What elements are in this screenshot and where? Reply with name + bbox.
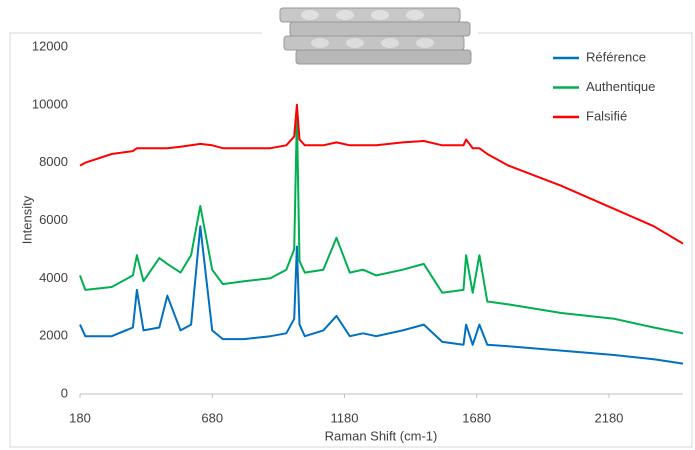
y-axis-title: Intensity bbox=[19, 195, 34, 244]
series-line bbox=[79, 225, 684, 365]
x-axis-title: Raman Shift (cm-1) bbox=[325, 428, 438, 443]
series-line bbox=[79, 103, 684, 245]
y-tick-label: 4000 bbox=[39, 270, 68, 285]
y-tick-label: 6000 bbox=[39, 212, 68, 227]
legend-label: Référence bbox=[586, 49, 646, 64]
y-tick-label: 8000 bbox=[39, 154, 68, 169]
x-tick-label: 680 bbox=[201, 410, 223, 425]
series-line bbox=[79, 115, 684, 335]
legend-label: Falsifié bbox=[586, 108, 627, 123]
x-tick-label: 1680 bbox=[462, 410, 491, 425]
x-tick-label: 1180 bbox=[330, 410, 358, 425]
y-tick-label: 10000 bbox=[32, 96, 68, 111]
product-photo bbox=[262, 0, 478, 68]
chart-frame bbox=[9, 32, 693, 448]
y-tick-label: 0 bbox=[61, 385, 68, 400]
legend-label: Authentique bbox=[586, 79, 655, 94]
x-tick-label: 180 bbox=[69, 410, 91, 425]
y-tick-label: 12000 bbox=[32, 38, 68, 53]
y-tick-label: 2000 bbox=[39, 328, 68, 343]
x-tick-label: 2180 bbox=[594, 410, 623, 425]
